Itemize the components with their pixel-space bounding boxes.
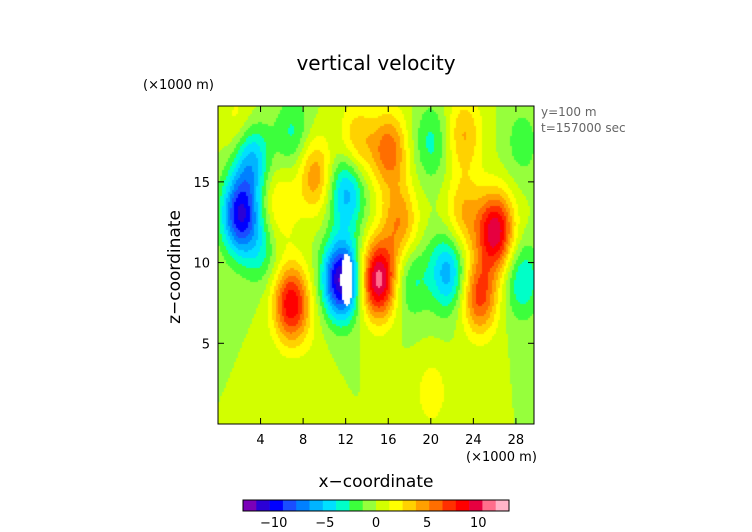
colorbar-tick-label: −10	[260, 516, 287, 531]
x-tick-label: 8	[299, 433, 307, 448]
colorbar-swatch	[455, 500, 470, 511]
colorbar-swatch	[482, 500, 496, 511]
colorbar-frame	[242, 499, 510, 512]
colorbar-tick-label: −5	[315, 516, 334, 531]
annotation-y-position: y=100 m	[541, 105, 597, 119]
colorbar-swatch	[415, 500, 430, 511]
y-tick-label: 15	[193, 176, 210, 191]
x-axis-label: x−coordinate	[319, 472, 434, 492]
colorbar-ticks: −10 −5 0 5 10	[260, 516, 487, 531]
colorbar-swatch	[362, 500, 377, 511]
colorbar-swatch	[442, 500, 457, 511]
colorbar-swatch	[322, 500, 337, 511]
chart-title: vertical velocity	[296, 51, 455, 75]
colorbar-swatch	[282, 500, 297, 511]
colorbar-swatch	[429, 500, 443, 511]
heatmap-plot-area: 4 8 12 16 20 24 28 5 10 15	[193, 105, 535, 448]
x-tick-label: 28	[508, 433, 525, 448]
colorbar-swatch	[336, 500, 350, 511]
y-tick-label: 5	[202, 337, 210, 352]
colorbar-swatch	[296, 500, 310, 511]
x-tick-label: 20	[423, 433, 440, 448]
colorbar-tick-label: 5	[423, 516, 431, 531]
colorbar	[242, 499, 510, 512]
plot-frame	[217, 105, 535, 425]
y-axis-ticks: 5 10 15	[193, 176, 534, 352]
colorbar-tick-label: 10	[470, 516, 487, 531]
y-unit-label: (×1000 m)	[143, 78, 214, 93]
y-tick-label: 10	[193, 257, 210, 272]
x-tick-label: 4	[256, 433, 264, 448]
x-tick-label: 12	[337, 433, 354, 448]
x-tick-label: 24	[465, 433, 482, 448]
colorbar-swatch	[376, 500, 390, 511]
heatmap-field	[218, 106, 534, 424]
x-tick-label: 16	[380, 433, 397, 448]
colorbar-swatch	[469, 500, 483, 511]
colorbar-swatch	[389, 500, 403, 511]
colorbar-swatch	[243, 500, 257, 511]
colorbar-swatch	[269, 500, 284, 511]
colorbar-swatch	[349, 500, 363, 511]
colorbar-swatch	[309, 500, 324, 511]
y-axis-label: z−coordinate	[165, 210, 185, 324]
colorbar-swatch	[256, 500, 270, 511]
colorbar-swatch	[495, 500, 510, 511]
x-axis-ticks: 4 8 12 16 20 24 28	[256, 106, 524, 448]
annotation-time: t=157000 sec	[541, 121, 626, 135]
x-unit-label: (×1000 m)	[466, 450, 537, 465]
colorbar-swatch	[402, 500, 417, 511]
colorbar-tick-label: 0	[372, 516, 380, 531]
